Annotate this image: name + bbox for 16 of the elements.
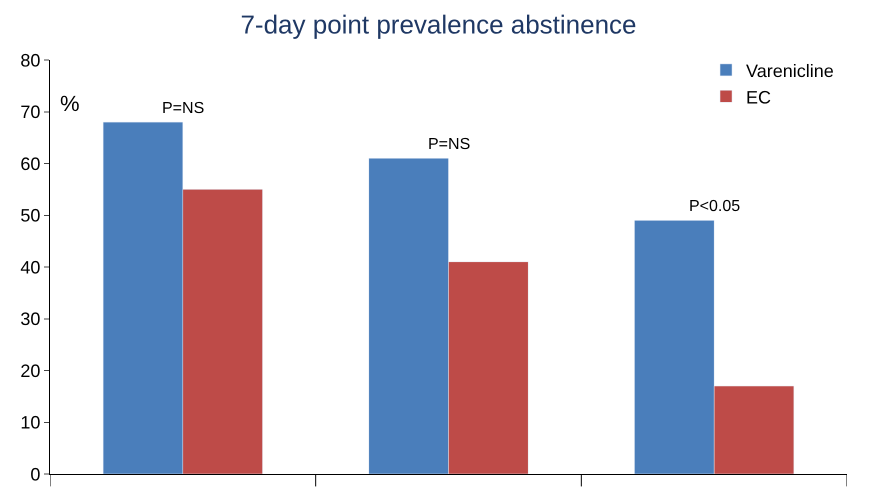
y-tick-label: 60 bbox=[20, 154, 40, 174]
y-tick-label: 20 bbox=[20, 360, 40, 381]
annotation: P=NS bbox=[428, 136, 470, 153]
y-tick-label: 70 bbox=[20, 102, 40, 122]
y-tick-label: 80 bbox=[20, 50, 40, 70]
chart-title: 7-day point prevalence abstinence bbox=[240, 9, 637, 40]
y-axis-title: % bbox=[60, 91, 80, 116]
legend-label: EC bbox=[746, 87, 772, 108]
y-tick-label: 30 bbox=[20, 309, 40, 330]
y-tick-label: 10 bbox=[20, 412, 40, 433]
legend-label: Varenicline bbox=[746, 60, 834, 81]
y-tick-label: 50 bbox=[20, 206, 40, 226]
annotation: P=NS bbox=[162, 100, 204, 117]
y-tick-label: 0 bbox=[30, 464, 40, 484]
annotation: P<0.05 bbox=[689, 198, 740, 215]
y-tick-label: 40 bbox=[20, 257, 40, 278]
